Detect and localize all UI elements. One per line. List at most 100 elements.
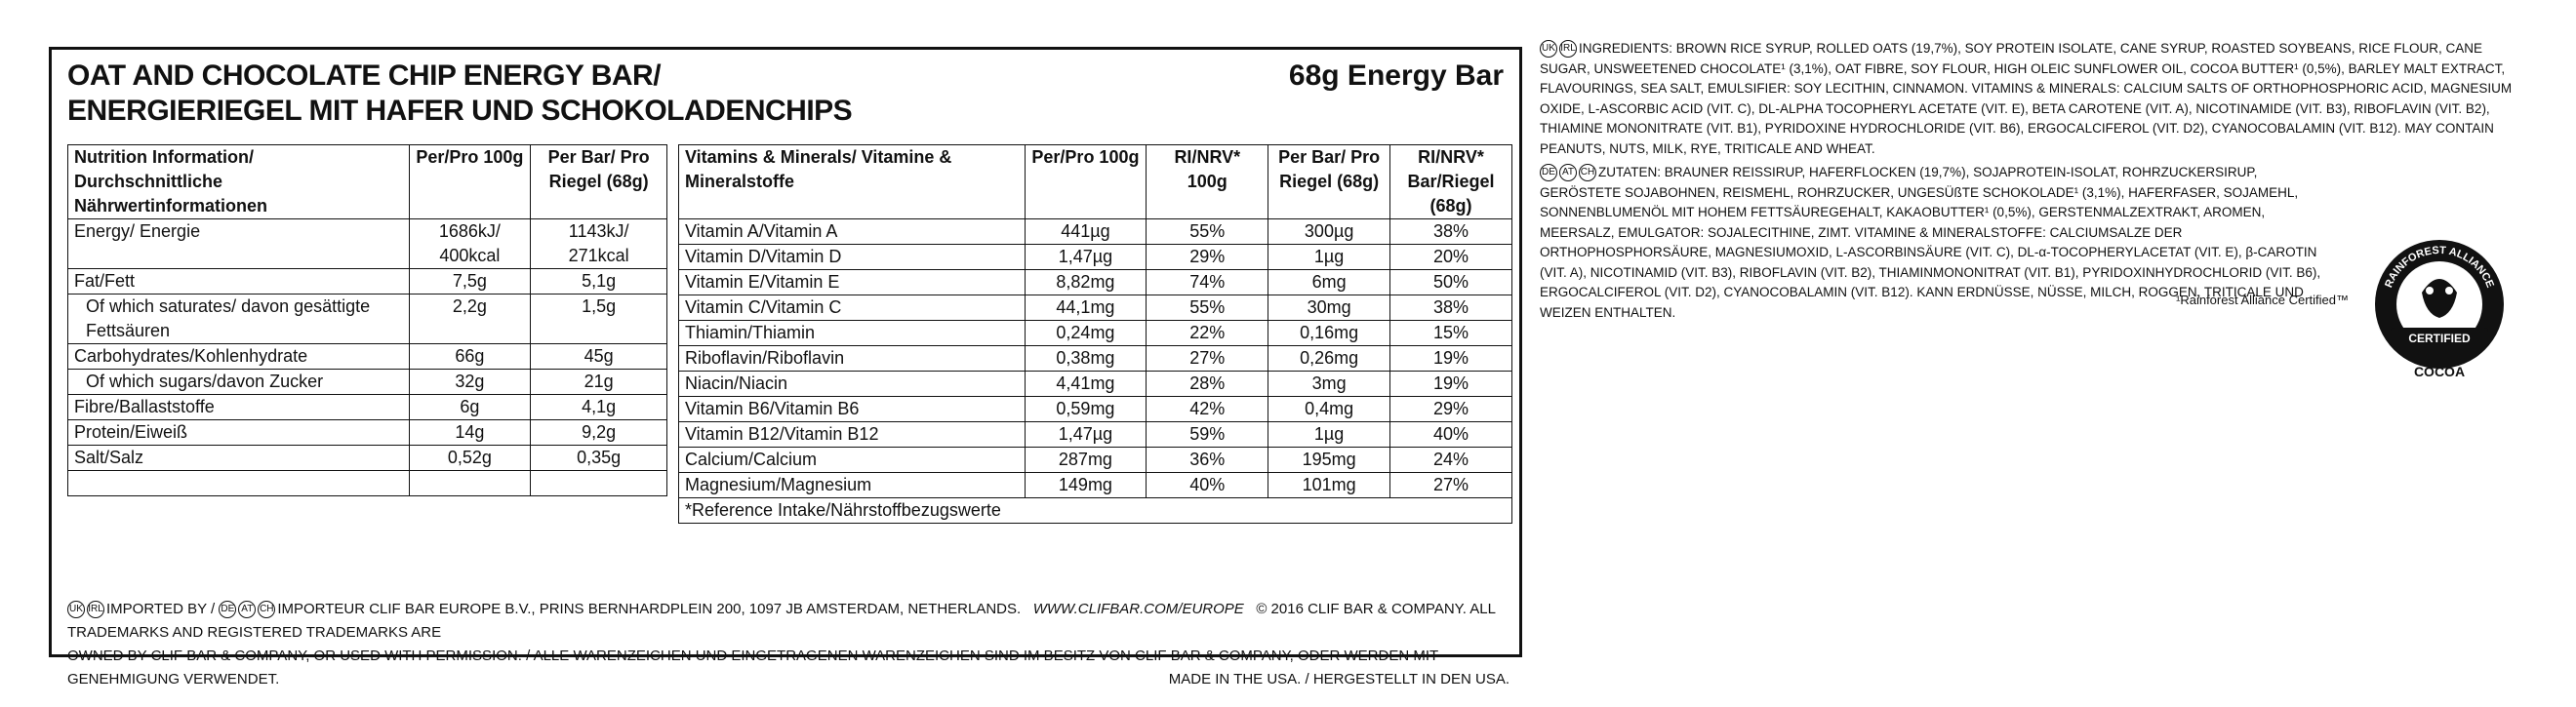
vitamin-label: Thiamin/Thiamin [678,320,1026,346]
country-code-badge: UK [1540,40,1557,59]
nutrition-perbar: 21g [530,369,667,395]
nutrition-perbar: 5,1g [530,268,667,295]
nutrition-row: Of which saturates/ davon gesättigte Fet… [67,294,667,344]
nutrition-perbar: 45g [530,343,667,370]
nutrition-row: Fat/Fett 7,5g 5,1g [67,268,667,295]
ingredients-de-text: ZUTATEN: BRAUNER REISSIRUP, HAFERFLOCKEN… [1540,165,2321,320]
country-codes-en: UK IRL [67,601,106,619]
country-code-badge: UK [67,601,85,619]
vitamin-row: Vitamin D/Vitamin D 1,47µg 29% 1µg 20% [678,244,1512,270]
vitamins-table: Vitamins & Minerals/ Vitamine & Minerals… [678,144,1512,524]
nutrition-row: Fibre/Ballaststoffe 6g 4,1g [67,394,667,420]
vitamins-header-ri100: RI/NRV* 100g [1146,144,1269,219]
product-title-en: OAT AND CHOCOLATE CHIP ENERGY BAR/ [67,59,662,92]
country-code-badge: CH [258,601,276,619]
nutrition-label: Fibre/Ballaststoffe [67,394,410,420]
nutrition-label: Of which sugars/davon Zucker [67,369,410,395]
vitamin-label: Vitamin C/Vitamin C [678,295,1026,321]
country-code-badge: IRL [87,601,104,619]
vitamins-header-label: Vitamins & Minerals/ Vitamine & Minerals… [678,144,1026,219]
vitamin-perbar: 1µg [1268,421,1391,448]
vitamin-row: Vitamin E/Vitamin E 8,82mg 74% 6mg 50% [678,269,1512,295]
vitamin-ri100: 42% [1146,396,1269,422]
vitamin-label: Vitamin B6/Vitamin B6 [678,396,1026,422]
footer-copyright: © 2016 CLIF BAR & COMPANY. ALL TRADEMARK… [67,601,1496,641]
vitamin-label: Niacin/Niacin [678,371,1026,397]
nutrition-row: Salt/Salz 0,52g 0,35g [67,445,667,471]
vitamin-row: Niacin/Niacin 4,41mg 28% 3mg 19% [678,371,1512,397]
vitamin-row: Vitamin B12/Vitamin B12 1,47µg 59% 1µg 40% [678,421,1512,448]
rainforest-note: ¹Rainforest Alliance Certified™ [2176,293,2350,307]
vitamin-ri100: 29% [1146,244,1269,270]
nutrition-label: Salt/Salz [67,445,410,471]
vitamin-ri100: 22% [1146,320,1269,346]
vitamin-ribar: 19% [1389,345,1512,372]
nutrition-header-per100: Per/Pro 100g [408,144,532,219]
vitamins-header-ribar: RI/NRV* Bar/Riegel (68g) [1389,144,1512,219]
vitamin-per100: 287mg [1024,447,1147,473]
country-code-badge: DE [219,601,237,619]
vitamin-perbar: 6mg [1268,269,1391,295]
vitamin-ribar: 27% [1389,472,1512,498]
vitamins-footnote: *Reference Intake/Nährstoffbezugswerte [678,497,1512,524]
vitamin-label: Magnesium/Magnesium [678,472,1026,498]
vitamin-ribar: 40% [1389,421,1512,448]
nutrition-per100: 14g [408,419,532,446]
nutrition-per100: 1686kJ/ 400kcal [408,218,532,269]
nutrition-per100: 32g [408,369,532,395]
vitamin-label: Vitamin E/Vitamin E [678,269,1026,295]
nutrition-perbar: 0,35g [530,445,667,471]
nutrition-header-label: Nutrition Information/ Durchschnittliche… [67,144,410,219]
vitamin-ribar: 15% [1389,320,1512,346]
nutrition-row: Energy/ Energie 1686kJ/ 400kcal 1143kJ/ 27… [67,218,667,269]
vitamin-perbar: 30mg [1268,295,1391,321]
footer-line1: UK IRL IMPORTED BY / DE AT CH IMPORTEUR CLIF … [67,598,1509,645]
vitamin-ri100: 55% [1146,295,1269,321]
vitamin-per100: 1,47µg [1024,421,1147,448]
nutrition-perbar: 4,1g [530,394,667,420]
vitamin-ribar: 29% [1389,396,1512,422]
country-code-badge: IRL [1559,40,1577,59]
vitamin-per100: 1,47µg [1024,244,1147,270]
vitamin-row: Magnesium/Magnesium 149mg 40% 101mg 27% [678,472,1512,498]
vitamins-header-per100: Per/Pro 100g [1024,144,1147,219]
vitamin-perbar: 0,4mg [1268,396,1391,422]
ingredients-block: UK IRL INGREDIENTS: BROWN RICE SYRUP, ROLL… [1540,39,2535,327]
nutrition-perbar: 9,2g [530,419,667,446]
vitamin-ri100: 40% [1146,472,1269,498]
vitamin-per100: 0,24mg [1024,320,1147,346]
vitamin-per100: 149mg [1024,472,1147,498]
footer-importer: IMPORTEUR CLIF BAR EUROPE B.V., PRINS BE… [277,601,1022,617]
nutrition-panel: OAT AND CHOCOLATE CHIP ENERGY BAR/ ENERG… [49,47,1522,687]
nutrition-per100: 2,2g [408,294,532,344]
vitamins-header-perbar: Per Bar/ Pro Riegel (68g) [1268,144,1391,219]
nutrition-perbar: 1,5g [530,294,667,344]
product-weight: 68g Energy Bar [1288,59,1504,92]
footer-line2: OWNED BY CLIF BAR & COMPANY, OR USED WIT… [67,645,1509,691]
vitamin-ribar: 24% [1389,447,1512,473]
vitamin-perbar: 3mg [1268,371,1391,397]
vitamin-ri100: 36% [1146,447,1269,473]
vitamin-ribar: 20% [1389,244,1512,270]
nutrition-empty-row [67,470,667,496]
vitamin-ribar: 50% [1389,269,1512,295]
nutrition-label: Fat/Fett [67,268,410,295]
ingredients-en-codes: UK IRL [1540,40,1579,59]
nutrition-row: Of which sugars/davon Zucker 32g 21g [67,369,667,395]
vitamins-footnote-row: *Reference Intake/Nährstoffbezugswerte [678,497,1512,524]
country-code-badge: AT [238,601,257,619]
vitamin-row: Calcium/Calcium 287mg 36% 195mg 24% [678,447,1512,473]
vitamin-ri100: 27% [1146,345,1269,372]
ingredients-en: UK IRL INGREDIENTS: BROWN RICE SYRUP, ROLL… [1540,39,2535,159]
import-footer: UK IRL IMPORTED BY / DE AT CH IMPORTEUR CLIF … [67,598,1509,691]
seal-cocoa-text: COCOA [2414,364,2465,379]
vitamin-ri100: 55% [1146,218,1269,245]
vitamin-ribar: 38% [1389,218,1512,245]
vitamin-per100: 0,38mg [1024,345,1147,372]
footer-made-in: MADE IN THE USA. / HERGESTELLT IN DEN US… [1168,671,1509,687]
vitamin-ri100: 28% [1146,371,1269,397]
vitamin-ribar: 19% [1389,371,1512,397]
vitamin-ri100: 59% [1146,421,1269,448]
country-code-badge: DE [1540,164,1557,182]
vitamin-perbar: 195mg [1268,447,1391,473]
